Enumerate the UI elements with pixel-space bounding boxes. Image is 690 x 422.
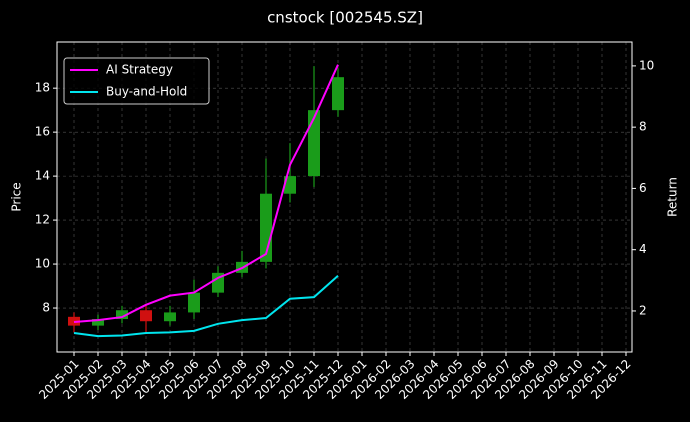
y-tick-label: 14	[35, 169, 50, 183]
legend-label: Buy-and-Hold	[106, 85, 187, 99]
y-tick-label: 12	[35, 213, 50, 227]
legend-label: AI Strategy	[106, 63, 173, 77]
y2-tick-label: 6	[639, 181, 647, 195]
candle-body	[212, 272, 224, 293]
candle-body	[140, 310, 152, 322]
chart-title: cnstock [002545.SZ]	[267, 9, 423, 27]
candle-body	[284, 176, 296, 194]
y2-tick-label: 4	[639, 242, 647, 256]
y-tick-label: 18	[35, 81, 50, 95]
candle-body	[92, 319, 104, 326]
candle-body	[308, 110, 320, 177]
y-axis-label: Price	[10, 182, 24, 211]
y-tick-label: 8	[42, 301, 50, 315]
candle-body	[332, 77, 344, 111]
y2-tick-label: 10	[639, 58, 654, 72]
plot-frame	[56, 41, 633, 353]
candle-body	[164, 312, 176, 322]
y-tick-label: 10	[35, 257, 50, 271]
y-tick-label: 16	[35, 125, 50, 139]
y2-tick-label: 8	[639, 120, 647, 134]
return-line	[73, 274, 339, 338]
candle-body	[188, 292, 200, 313]
return-line	[73, 64, 339, 323]
legend-box	[63, 57, 210, 105]
y2-axis-label: Return	[666, 177, 680, 217]
candle-body	[116, 310, 128, 320]
y2-tick-label: 2	[639, 303, 647, 317]
